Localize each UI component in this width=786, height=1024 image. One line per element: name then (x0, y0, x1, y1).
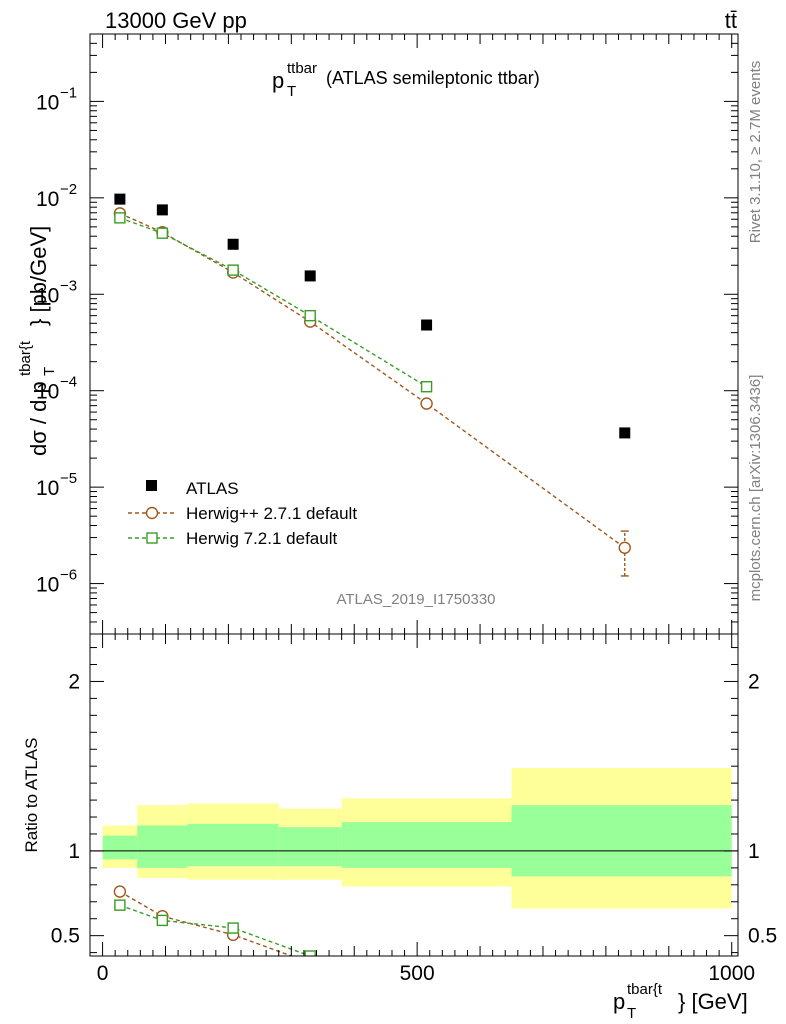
plot-title: p T ttbar (ATLAS semileptonic ttbar) (272, 60, 540, 100)
y-tick-label: 10 (36, 188, 59, 211)
y-tick-label-exponent: −4 (60, 374, 77, 391)
plot-title-rest: (ATLAS semileptonic ttbar) (326, 68, 540, 88)
x-tick-label: 1000 (708, 962, 755, 985)
y-title-main-sup: tbar{t (17, 340, 34, 376)
x-title-pre: p (613, 989, 625, 1014)
y-tick-label: 10 (36, 574, 59, 597)
x-tick-label: 500 (400, 962, 435, 985)
y-tick-label-exponent: −3 (60, 277, 77, 294)
rivet-label: Rivet 3.1.10, ≥ 2.7M events (747, 61, 764, 244)
uncertainty-band-inner (102, 835, 138, 860)
ratio-line-herwig-7-2-1-default (119, 904, 311, 956)
data-point-herwig-7-2-1-default (420, 381, 433, 393)
data-point-herwig-2-7-1-default (420, 397, 433, 410)
data-point-atlas (421, 319, 433, 331)
plot-title-sup: ttbar (287, 60, 317, 77)
uncertainty-band-inner (341, 822, 512, 868)
legend-label-atlas: ATLAS (186, 479, 239, 498)
header-left: 13000 GeV pp (105, 8, 247, 33)
data-point-herwig-7-2-1-default (114, 212, 126, 224)
data-point-herwig-7-2-1-default (227, 264, 239, 276)
y-tick-label: 10 (36, 91, 59, 114)
plot-title-sub: T (287, 83, 296, 100)
ratio-y-tick-label: 1 (68, 840, 80, 863)
y-title-main-sub: T (41, 367, 58, 376)
plot-title-main: p (272, 68, 284, 93)
uncertainty-band-inner (511, 805, 732, 877)
data-point-atlas (114, 193, 126, 205)
ratio-point-herwig-7-2-1-default (227, 922, 239, 934)
uncertainty-band-inner (278, 827, 342, 867)
x-tick-label: 0 (97, 962, 109, 985)
x-title-sup: tbar{t (627, 981, 663, 998)
legend-label-herwig7: Herwig 7.2.1 default (186, 529, 337, 548)
series-line-herwig-2-7-1-default (119, 212, 626, 549)
legend-marker-herwigpp (145, 506, 159, 520)
watermark: ATLAS_2019_I1750330 (336, 591, 495, 608)
data-point-atlas (156, 204, 168, 216)
y-title-main-post: } [pb/GeV] (26, 226, 51, 326)
ratio-y-tick-label: 0.5 (748, 925, 777, 948)
series-line-herwig-7-2-1-default (119, 217, 427, 388)
legend-marker-herwig7 (146, 532, 158, 544)
y-tick-label-exponent: −6 (60, 567, 77, 584)
uncertainty-band-inner (137, 825, 188, 868)
y-axis-title-main: dσ / d p T tbar{t } [pb/GeV] (17, 226, 58, 456)
ratio-y-tick-label: 2 (748, 670, 760, 693)
data-point-atlas (619, 427, 631, 439)
y-title-main-pre: dσ / d p (26, 381, 51, 456)
ratio-point-herwig-7-2-1-default (156, 914, 169, 927)
ratio-line-herwig-2-7-1-default (119, 890, 294, 956)
y-tick-label-exponent: −1 (60, 84, 77, 101)
x-title-post: } [GeV] (678, 989, 748, 1014)
uncertainty-band-inner (187, 823, 279, 867)
y-tick-label: 10 (36, 381, 59, 404)
main-panel: 10−610−510−410−310−210−1 (36, 33, 739, 635)
y-tick-label-exponent: −5 (60, 470, 77, 487)
data-point-herwig-7-2-1-default (156, 227, 169, 239)
ratio-point-herwig-7-2-1-default (304, 950, 316, 956)
y-tick-label: 10 (36, 284, 59, 307)
y-tick-label: 10 (36, 477, 59, 500)
ratio-point-herwig-7-2-1-default (114, 899, 126, 911)
legend: ATLAS Herwig++ 2.7.1 default Herwig 7.2.… (128, 479, 357, 548)
data-point-herwig-2-7-1-default (618, 541, 631, 554)
x-title-sub: T (627, 1005, 636, 1022)
data-point-herwig-7-2-1-default (304, 309, 316, 322)
y-axis-title-ratio: Ratio to ATLAS (22, 738, 41, 853)
header-right: tt̄ (725, 8, 737, 33)
data-point-atlas (227, 238, 239, 250)
legend-marker-atlas (146, 480, 157, 491)
x-axis-title: p T tbar{t } [GeV] (613, 981, 748, 1022)
ratio-panel: 0 500 1000 0.5 0.5 1 1 2 2 (51, 633, 777, 985)
legend-label-herwigpp: Herwig++ 2.7.1 default (186, 504, 357, 523)
ratio-frame (89, 633, 739, 957)
y-tick-label-exponent: −2 (60, 181, 77, 198)
ratio-y-tick-label: 0.5 (51, 925, 80, 948)
ratio-y-tick-label: 2 (68, 670, 80, 693)
ratio-point-herwig-2-7-1-default (113, 885, 127, 898)
ratio-y-tick-label: 1 (748, 840, 760, 863)
data-point-atlas (304, 270, 316, 282)
mcplots-label: mcplots.cern.ch [arXiv:1306.3436] (747, 375, 764, 602)
